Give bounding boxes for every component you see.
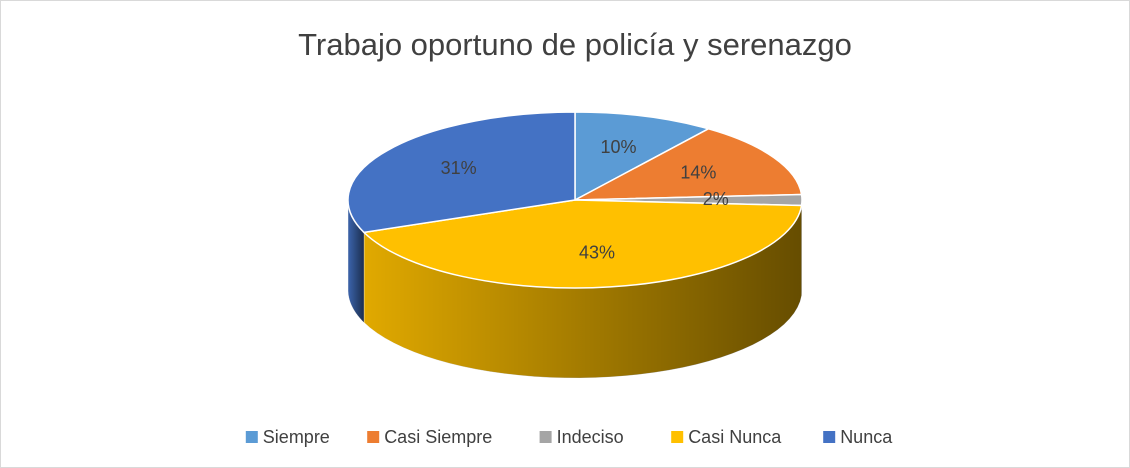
- data-label: 2%: [703, 189, 729, 209]
- legend-swatch: [245, 431, 258, 443]
- legend-swatch: [671, 431, 684, 443]
- legend-label: Siempre: [263, 427, 330, 447]
- data-label: 43%: [579, 243, 615, 263]
- legend-swatch: [367, 431, 380, 443]
- slice-side-shade: [363, 205, 802, 378]
- legend-label: Casi Siempre: [384, 427, 492, 447]
- legend: Siempre Casi Siempre Indeciso Casi Nunca Nun…: [245, 427, 893, 447]
- data-label: 31%: [441, 158, 477, 178]
- data-label: 14%: [680, 162, 716, 182]
- legend-label: Casi Nunca: [688, 427, 782, 447]
- slice-side-shade: [348, 200, 364, 323]
- legend-label: Nunca: [840, 427, 893, 447]
- data-label: 10%: [600, 137, 636, 157]
- slice: [574, 128, 803, 201]
- slice: [574, 111, 711, 202]
- legend-swatch: [823, 431, 836, 443]
- slice: [347, 111, 576, 234]
- legend-swatch: [539, 431, 552, 443]
- legend-label: Indeciso: [557, 427, 624, 447]
- chart-title: Trabajo oportuno de policía y serenazgo: [298, 27, 852, 62]
- slice: [362, 199, 803, 289]
